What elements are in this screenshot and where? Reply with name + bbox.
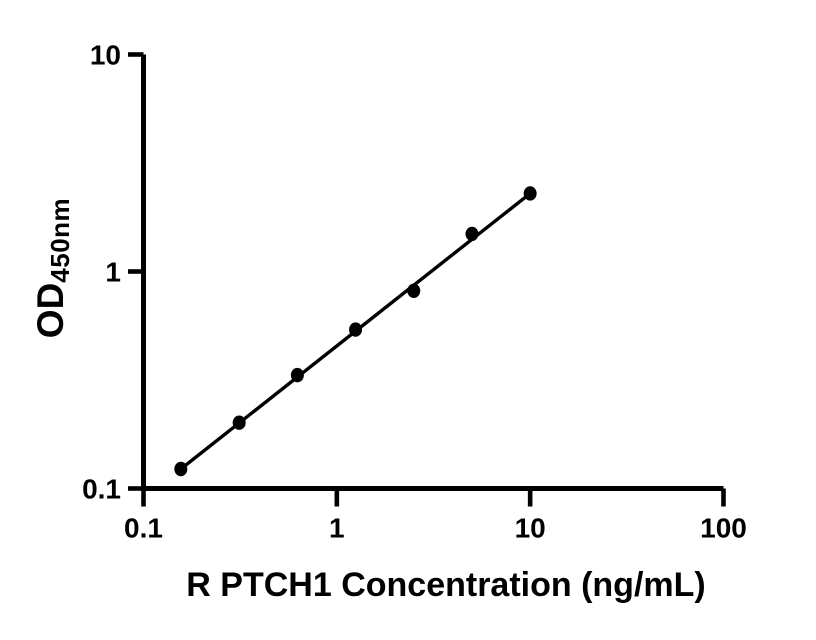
y-axis-tick-label: 0.1 xyxy=(82,474,121,505)
x-axis-tick-label: 1 xyxy=(329,513,345,544)
x-axis-title: R PTCH1 Concentration (ng/mL) xyxy=(186,566,706,604)
y-axis-tick-label: 1 xyxy=(105,257,121,288)
data-point xyxy=(174,461,188,477)
y-axis-tick-label: 10 xyxy=(90,40,121,71)
data-point xyxy=(232,415,246,430)
y-axis-title: OD450nm xyxy=(26,118,76,418)
data-layer xyxy=(174,186,537,477)
data-point xyxy=(465,226,479,242)
x-axis-tick-label: 100 xyxy=(700,513,747,544)
data-point xyxy=(407,283,421,298)
data-point xyxy=(349,322,363,337)
data-point xyxy=(290,367,304,383)
x-axis-tick-label: 10 xyxy=(515,513,546,544)
axes-layer: 10 1 0.10.1 1 10 100 xyxy=(82,40,747,544)
y-axis-title-main: OD xyxy=(30,282,71,339)
y-axis-title-subscript: 450nm xyxy=(44,197,75,283)
x-axis-tick-label: 0.1 xyxy=(124,513,163,544)
data-point xyxy=(523,186,537,201)
